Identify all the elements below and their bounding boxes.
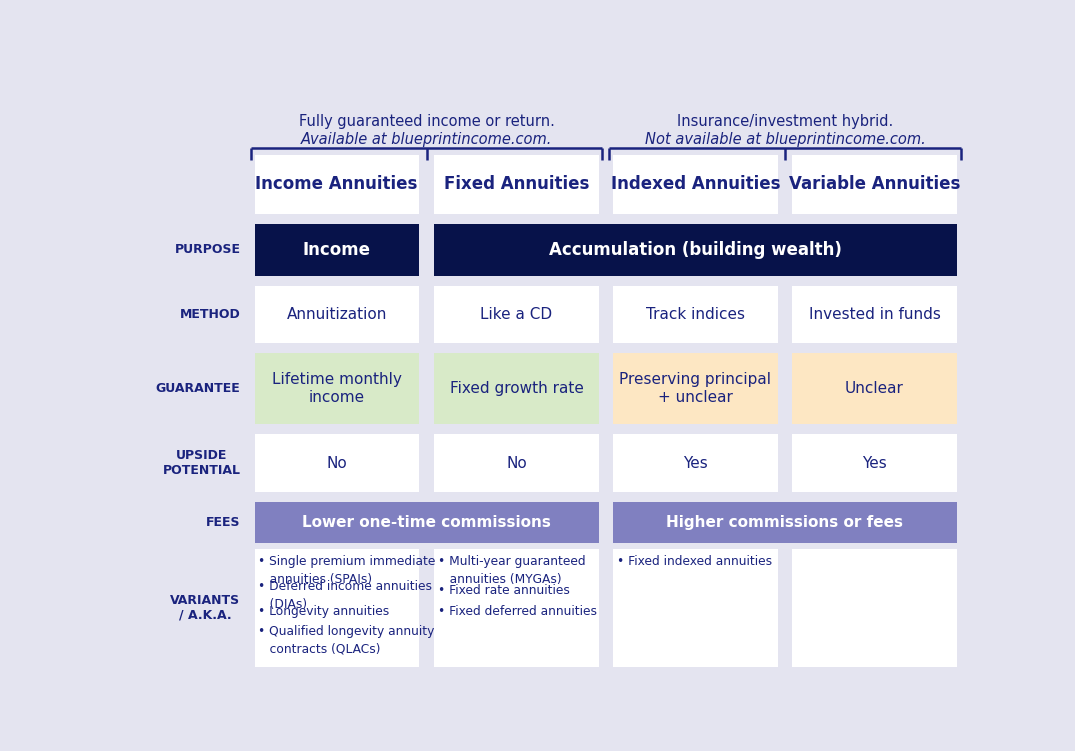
Text: • Fixed deferred annuities: • Fixed deferred annuities <box>439 605 598 618</box>
FancyBboxPatch shape <box>614 434 777 492</box>
FancyBboxPatch shape <box>255 285 419 342</box>
Text: VARIANTS
/ A.K.A.: VARIANTS / A.K.A. <box>171 594 241 622</box>
FancyBboxPatch shape <box>255 155 419 214</box>
FancyBboxPatch shape <box>434 155 599 214</box>
Text: Track indices: Track indices <box>646 306 745 321</box>
Text: Lower one-time commissions: Lower one-time commissions <box>302 515 551 530</box>
Text: No: No <box>327 456 347 471</box>
FancyBboxPatch shape <box>434 353 599 424</box>
FancyBboxPatch shape <box>255 434 419 492</box>
FancyBboxPatch shape <box>434 224 957 276</box>
Text: METHOD: METHOD <box>180 308 241 321</box>
FancyBboxPatch shape <box>255 502 599 543</box>
FancyBboxPatch shape <box>614 155 777 214</box>
Text: Fixed Annuities: Fixed Annuities <box>444 176 589 194</box>
Text: Fixed growth rate: Fixed growth rate <box>449 381 584 396</box>
FancyBboxPatch shape <box>792 353 957 424</box>
Text: Unclear: Unclear <box>845 381 904 396</box>
FancyBboxPatch shape <box>792 155 957 214</box>
Text: • Multi-year guaranteed
   annuities (MYGAs): • Multi-year guaranteed annuities (MYGAs… <box>439 555 586 587</box>
FancyBboxPatch shape <box>614 549 777 667</box>
Text: Variable Annuities: Variable Annuities <box>789 176 960 194</box>
Text: No: No <box>506 456 527 471</box>
Text: Income: Income <box>303 241 371 259</box>
Text: • Fixed rate annuities: • Fixed rate annuities <box>439 584 570 597</box>
Text: Higher commissions or fees: Higher commissions or fees <box>666 515 903 530</box>
Text: Yes: Yes <box>862 456 887 471</box>
FancyBboxPatch shape <box>255 353 419 424</box>
Text: UPSIDE
POTENTIAL: UPSIDE POTENTIAL <box>162 449 241 477</box>
FancyBboxPatch shape <box>434 549 599 667</box>
FancyBboxPatch shape <box>255 224 419 276</box>
FancyBboxPatch shape <box>792 285 957 342</box>
FancyBboxPatch shape <box>614 502 957 543</box>
FancyBboxPatch shape <box>792 434 957 492</box>
Text: PURPOSE: PURPOSE <box>174 243 241 256</box>
FancyBboxPatch shape <box>434 434 599 492</box>
Text: Lifetime monthly
income: Lifetime monthly income <box>272 372 402 406</box>
Text: • Single premium immediate
   annuities (SPAIs): • Single premium immediate annuities (SP… <box>258 555 435 587</box>
Text: • Deferred income annuities
   (DIAs): • Deferred income annuities (DIAs) <box>258 580 432 611</box>
FancyBboxPatch shape <box>792 549 957 667</box>
Text: FEES: FEES <box>206 516 241 529</box>
Text: Invested in funds: Invested in funds <box>808 306 941 321</box>
Text: GUARANTEE: GUARANTEE <box>156 382 241 395</box>
Text: Fully guaranteed income or return.: Fully guaranteed income or return. <box>299 114 555 129</box>
Text: Not available at blueprintincome.com.: Not available at blueprintincome.com. <box>645 132 926 147</box>
Text: Income Annuities: Income Annuities <box>256 176 418 194</box>
Text: Annuitization: Annuitization <box>286 306 387 321</box>
Text: Insurance/investment hybrid.: Insurance/investment hybrid. <box>677 114 893 129</box>
FancyBboxPatch shape <box>614 285 777 342</box>
Text: • Qualified longevity annuity
   contracts (QLACs): • Qualified longevity annuity contracts … <box>258 625 434 656</box>
Text: Preserving principal
+ unclear: Preserving principal + unclear <box>619 372 772 406</box>
Text: Accumulation (building wealth): Accumulation (building wealth) <box>549 241 842 259</box>
Text: • Fixed indexed annuities: • Fixed indexed annuities <box>617 555 772 569</box>
Text: Indexed Annuities: Indexed Annuities <box>611 176 780 194</box>
Text: Like a CD: Like a CD <box>481 306 553 321</box>
Text: Yes: Yes <box>683 456 707 471</box>
FancyBboxPatch shape <box>255 549 419 667</box>
Text: Available at blueprintincome.com.: Available at blueprintincome.com. <box>301 132 553 147</box>
FancyBboxPatch shape <box>614 353 777 424</box>
FancyBboxPatch shape <box>434 285 599 342</box>
Text: • Longevity annuities: • Longevity annuities <box>258 605 389 618</box>
